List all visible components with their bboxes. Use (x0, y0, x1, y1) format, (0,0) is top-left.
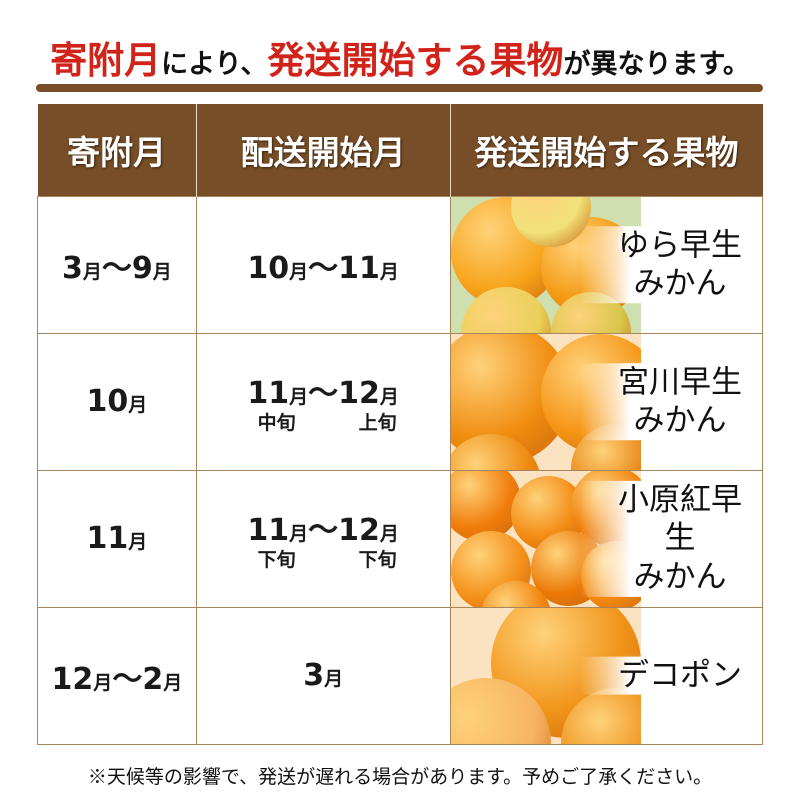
table-row: 11月 11月～12月 下旬 下旬 小原紅早生 みかん (37, 469, 764, 608)
fruit-name: デコポン (580, 656, 750, 695)
delivery-unit: 月 (379, 260, 399, 283)
fruit-cell: ゆら早生 みかん (449, 195, 764, 334)
delivery-unit: 月 (289, 523, 309, 545)
donation-unit: 月 (128, 531, 148, 553)
delivery-unit: 月 (379, 523, 399, 545)
end-period: 下旬 (358, 549, 397, 571)
delivery-unit: 月 (324, 668, 344, 690)
delivery-unit: 月 (289, 260, 309, 283)
donation-month-cell: 10月 (37, 332, 197, 471)
fruit-cell: 小原紅早生 みかん (449, 469, 764, 608)
donation-value: 11 (86, 521, 129, 556)
fruit-cell: 宮川早生 みかん (449, 332, 764, 471)
fruit-name: ゆら早生 みかん (580, 225, 750, 304)
delivery-value: 12 (338, 513, 380, 548)
header-donation-month: 寄附月 (37, 104, 197, 196)
delivery-unit: 月 (379, 386, 399, 408)
donation-value: 2 (142, 661, 164, 697)
fruit-name-line: みかん (633, 402, 727, 439)
delivery-start-cell: 10月～11月 (195, 195, 451, 334)
delivery-value: 11 (247, 376, 290, 411)
start-period: 下旬 (257, 549, 296, 571)
donation-value: 3 (61, 250, 83, 286)
header-delivery-start: 配送開始月 (196, 104, 451, 196)
fruit-name-line: デコポン (618, 657, 742, 694)
fruit-name-line: 宮川早生 (618, 363, 742, 400)
donation-unit: 月 (152, 260, 172, 283)
title-text-end: が異なります。 (563, 49, 750, 80)
title-fruit: 発送開始する果物 (267, 38, 564, 82)
fruit-name-line: 小原紅早生 (618, 481, 742, 557)
delivery-start-cell: 11月～12月 中旬 上旬 (195, 332, 451, 471)
fruit-name-line: みかん (633, 265, 727, 302)
delivery-value: ～ (308, 513, 339, 548)
donation-unit: 月 (163, 671, 183, 694)
donation-month-cell: 12月～2月 (37, 606, 197, 745)
schedule-table: 寄附月 配送開始月 発送開始する果物 3月～9月 10月～11月 ゆら早生 みかん… (37, 104, 764, 745)
table-row: 10月 11月～12月 中旬 上旬 宮川早生 みかん (37, 332, 764, 471)
delivery-value: 11 (338, 250, 380, 286)
yura-wase-mikan-photo (450, 196, 641, 333)
page-title: 寄附月により、発送開始する果物が異なります。 (0, 30, 800, 84)
delivery-value: ～ (308, 250, 339, 286)
donation-value: 9 (131, 250, 153, 286)
fruit-name-line: みかん (633, 558, 727, 595)
fruit-name: 小原紅早生 みかん (580, 480, 750, 597)
orange-shape (450, 470, 521, 541)
delivery-value: 11 (247, 513, 290, 548)
title-donation-month: 寄附月 (50, 38, 162, 82)
donation-value: 10 (86, 384, 129, 419)
title-text: により、 (161, 49, 268, 80)
donation-unit: 月 (93, 671, 113, 694)
delivery-unit: 月 (289, 386, 309, 408)
delivery-period-detail: 中旬 上旬 (246, 408, 401, 435)
fruit-name-line: ゆら早生 (618, 226, 742, 263)
donation-value: ～ (112, 661, 143, 697)
fruit-name: 宮川早生 みかん (580, 362, 750, 441)
table-row: 12月～2月 3月 デコポン (37, 606, 764, 745)
donation-value: 12 (51, 661, 94, 697)
table-row: 3月～9月 10月～11月 ゆら早生 みかん (37, 195, 764, 334)
donation-value: ～ (101, 250, 132, 286)
donation-month-cell: 3月～9月 (37, 195, 197, 334)
donation-month-cell: 11月 (37, 469, 197, 608)
delivery-value: 3 (303, 658, 325, 693)
fruit-cell: デコポン (449, 606, 764, 745)
miyagawa-wase-mikan-photo (450, 333, 641, 470)
end-period: 上旬 (358, 412, 397, 434)
footer-note: ※天候等の影響で、発送が遅れる場合があります。予めご了承ください。 (87, 766, 713, 788)
delivery-value: 12 (338, 376, 380, 411)
delivery-period-detail: 下旬 下旬 (246, 545, 401, 572)
delivery-value: ～ (308, 376, 339, 411)
donation-unit: 月 (128, 394, 148, 416)
title-underline (36, 84, 763, 92)
start-period: 中旬 (257, 412, 296, 434)
delivery-value: 10 (247, 250, 290, 286)
donation-unit: 月 (82, 260, 102, 283)
header-fruit: 発送開始する果物 (450, 104, 763, 196)
delivery-start-cell: 3月 (195, 606, 451, 745)
delivery-start-cell: 11月～12月 下旬 下旬 (195, 469, 451, 608)
